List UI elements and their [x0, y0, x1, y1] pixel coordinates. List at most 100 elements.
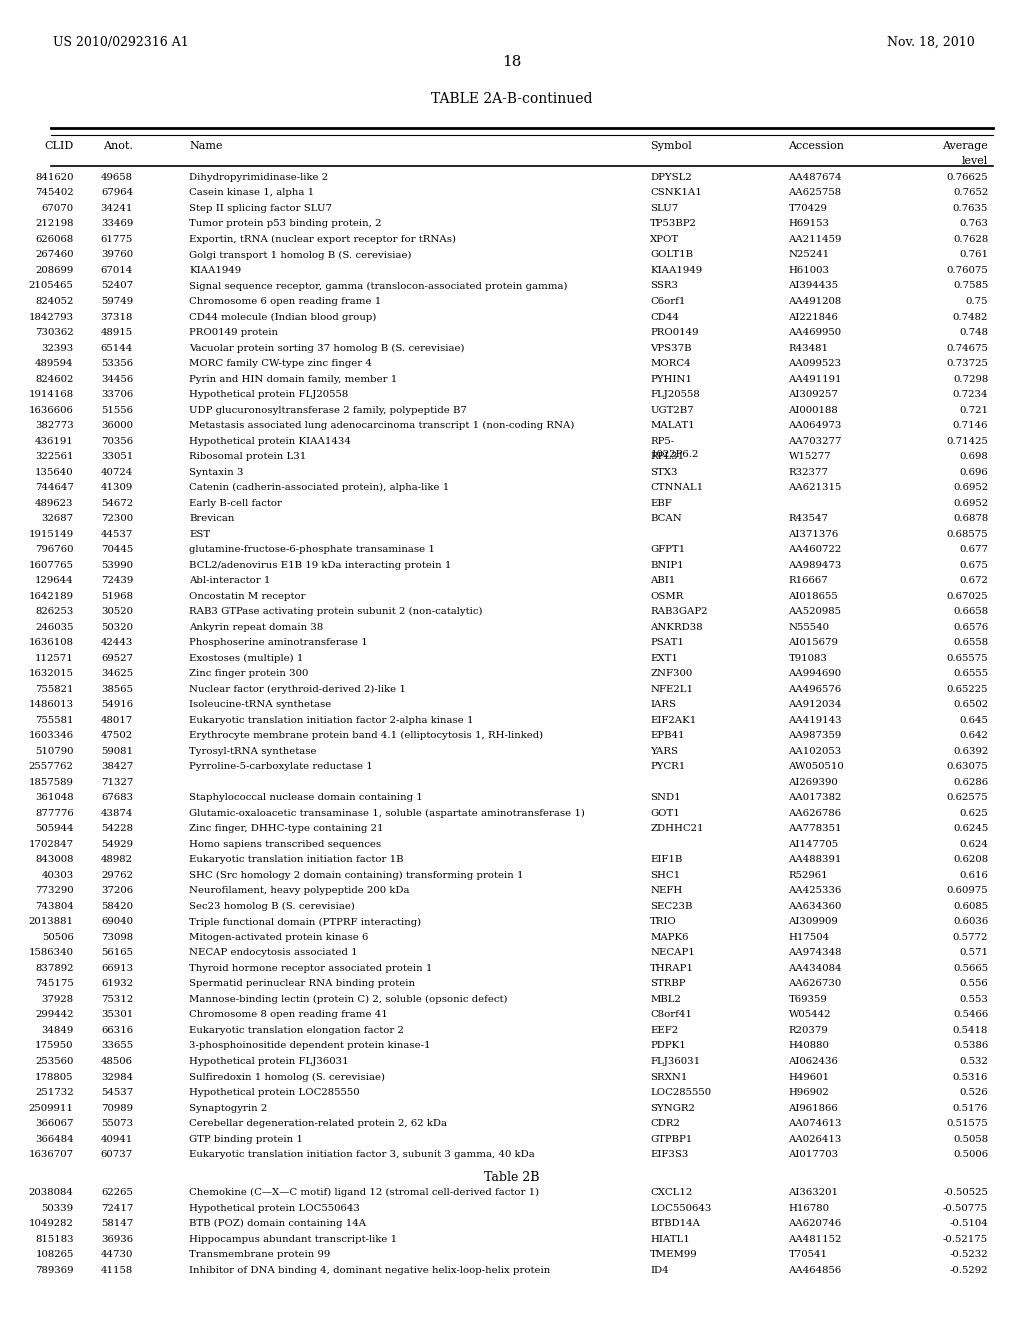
Text: BNIP1: BNIP1: [650, 561, 684, 570]
Text: Name: Name: [189, 141, 223, 152]
Text: NFE2L1: NFE2L1: [650, 685, 693, 694]
Text: 0.51575: 0.51575: [946, 1119, 988, 1129]
Text: AA102053: AA102053: [788, 747, 842, 756]
Text: 34625: 34625: [101, 669, 133, 678]
Text: Hippocampus abundant transcript-like 1: Hippocampus abundant transcript-like 1: [189, 1236, 397, 1243]
Text: 0.7652: 0.7652: [953, 189, 988, 198]
Text: ANKRD38: ANKRD38: [650, 623, 702, 632]
Text: 36936: 36936: [101, 1236, 133, 1243]
Text: PYHIN1: PYHIN1: [650, 375, 692, 384]
Text: Syntaxin 3: Syntaxin 3: [189, 467, 244, 477]
Text: 489594: 489594: [35, 359, 74, 368]
Text: Erythrocyte membrane protein band 4.1 (elliptocytosis 1, RH-linked): Erythrocyte membrane protein band 4.1 (e…: [189, 731, 544, 741]
Text: KIAA1949: KIAA1949: [189, 267, 242, 275]
Text: YARS: YARS: [650, 747, 678, 756]
Text: 0.526: 0.526: [959, 1088, 988, 1097]
Text: AI221846: AI221846: [788, 313, 839, 322]
Text: 824052: 824052: [36, 297, 74, 306]
Text: EIF3S3: EIF3S3: [650, 1150, 688, 1159]
Text: 70989: 70989: [101, 1104, 133, 1113]
Text: AA520985: AA520985: [788, 607, 842, 616]
Text: 60737: 60737: [101, 1150, 133, 1159]
Text: 33655: 33655: [101, 1041, 133, 1051]
Text: Synaptogyrin 2: Synaptogyrin 2: [189, 1104, 267, 1113]
Text: 72439: 72439: [101, 576, 133, 585]
Text: 0.645: 0.645: [959, 715, 988, 725]
Text: 0.675: 0.675: [959, 561, 988, 570]
Text: 246035: 246035: [35, 623, 74, 632]
Text: GOLT1B: GOLT1B: [650, 251, 693, 260]
Text: 69527: 69527: [101, 653, 133, 663]
Text: 34241: 34241: [100, 205, 133, 213]
Text: 0.5772: 0.5772: [952, 933, 988, 942]
Text: 0.642: 0.642: [959, 731, 988, 741]
Text: Phosphoserine aminotransferase 1: Phosphoserine aminotransferase 1: [189, 639, 369, 647]
Text: R52961: R52961: [788, 871, 828, 880]
Text: 54929: 54929: [101, 840, 133, 849]
Text: AA211459: AA211459: [788, 235, 842, 244]
Text: 1607765: 1607765: [29, 561, 74, 570]
Text: AA488391: AA488391: [788, 855, 842, 865]
Text: 0.7234: 0.7234: [952, 391, 988, 399]
Text: 251732: 251732: [35, 1088, 74, 1097]
Text: AA469950: AA469950: [788, 327, 842, 337]
Text: Anot.: Anot.: [103, 141, 133, 152]
Text: 30520: 30520: [101, 607, 133, 616]
Text: 0.5418: 0.5418: [952, 1026, 988, 1035]
Text: AI018655: AI018655: [788, 591, 839, 601]
Text: 299442: 299442: [35, 1011, 74, 1019]
Text: 2509911: 2509911: [29, 1104, 74, 1113]
Text: TMEM99: TMEM99: [650, 1250, 698, 1259]
Text: 789369: 789369: [35, 1266, 74, 1275]
Text: Neurofilament, heavy polypeptide 200 kDa: Neurofilament, heavy polypeptide 200 kDa: [189, 887, 410, 895]
Text: R43481: R43481: [788, 343, 828, 352]
Text: 815183: 815183: [35, 1236, 74, 1243]
Text: 0.67025: 0.67025: [946, 591, 988, 601]
Text: 2038084: 2038084: [29, 1188, 74, 1197]
Text: PDPK1: PDPK1: [650, 1041, 686, 1051]
Text: 48982: 48982: [101, 855, 133, 865]
Text: Vacuolar protein sorting 37 homolog B (S. cerevisiae): Vacuolar protein sorting 37 homolog B (S…: [189, 343, 465, 352]
Text: MORC family CW-type zinc finger 4: MORC family CW-type zinc finger 4: [189, 359, 373, 368]
Text: DPYSL2: DPYSL2: [650, 173, 692, 182]
Text: 773290: 773290: [35, 887, 74, 895]
Text: 843008: 843008: [35, 855, 74, 865]
Text: 0.5316: 0.5316: [952, 1072, 988, 1081]
Text: 37206: 37206: [101, 887, 133, 895]
Text: 0.677: 0.677: [959, 545, 988, 554]
Text: 67070: 67070: [42, 205, 74, 213]
Text: 59081: 59081: [101, 747, 133, 756]
Text: 0.624: 0.624: [959, 840, 988, 849]
Text: 34849: 34849: [42, 1026, 74, 1035]
Text: 67964: 67964: [101, 189, 133, 198]
Text: 745175: 745175: [35, 979, 74, 989]
Text: 0.5665: 0.5665: [953, 964, 988, 973]
Text: 37318: 37318: [100, 313, 133, 322]
Text: Glutamic-oxaloacetic transaminase 1, soluble (aspartate aminotransferase 1): Glutamic-oxaloacetic transaminase 1, sol…: [189, 809, 586, 818]
Text: LOC550643: LOC550643: [650, 1204, 712, 1213]
Text: CTNNAL1: CTNNAL1: [650, 483, 703, 492]
Text: ID4: ID4: [650, 1266, 669, 1275]
Text: Dihydropyrimidinase-like 2: Dihydropyrimidinase-like 2: [189, 173, 329, 182]
Text: 32687: 32687: [42, 513, 74, 523]
Text: 826253: 826253: [36, 607, 74, 616]
Text: H49601: H49601: [788, 1072, 829, 1081]
Text: 253560: 253560: [36, 1057, 74, 1067]
Text: AA626786: AA626786: [788, 809, 842, 818]
Text: 824602: 824602: [36, 375, 74, 384]
Text: AA464856: AA464856: [788, 1266, 842, 1275]
Text: NECAP endocytosis associated 1: NECAP endocytosis associated 1: [189, 948, 358, 957]
Text: Chromosome 6 open reading frame 1: Chromosome 6 open reading frame 1: [189, 297, 382, 306]
Text: Eukaryotic translation initiation factor 3, subunit 3 gamma, 40 kDa: Eukaryotic translation initiation factor…: [189, 1150, 536, 1159]
Text: 36000: 36000: [101, 421, 133, 430]
Text: Transmembrane protein 99: Transmembrane protein 99: [189, 1250, 331, 1259]
Text: 175950: 175950: [35, 1041, 74, 1051]
Text: 0.6952: 0.6952: [953, 483, 988, 492]
Text: -0.50775: -0.50775: [943, 1204, 988, 1213]
Text: 0.763: 0.763: [959, 219, 988, 228]
Text: CXCL12: CXCL12: [650, 1188, 692, 1197]
Text: 0.553: 0.553: [959, 995, 988, 1005]
Text: -0.50525: -0.50525: [943, 1188, 988, 1197]
Text: 1586340: 1586340: [29, 948, 74, 957]
Text: Zinc finger, DHHC-type containing 21: Zinc finger, DHHC-type containing 21: [189, 824, 384, 833]
